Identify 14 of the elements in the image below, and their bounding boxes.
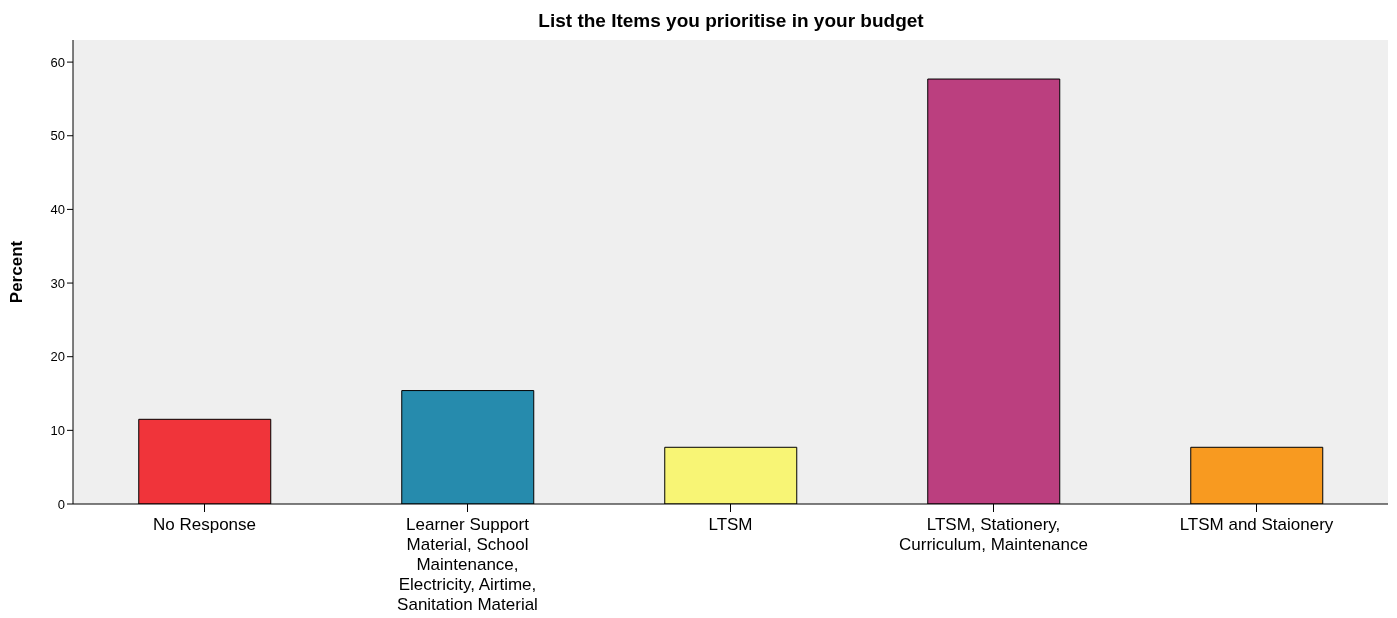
y-axis-title: Percent <box>7 240 27 304</box>
x-tick-label: LTSM, Stationery, Curriculum, Maintenance <box>899 515 1088 554</box>
y-tick-label: 0 <box>57 496 65 512</box>
chart-title: List the Items you prioritise in your budget <box>537 10 925 32</box>
y-tick-label: 10 <box>50 422 65 438</box>
y-tick-label: 20 <box>50 349 65 365</box>
x-tick-label: Learner Support Material, School Maintenance, Electricity, Airtime, Sanitation Material <box>397 515 538 614</box>
y-tick-label: 30 <box>50 275 65 291</box>
x-tick-label: No Response <box>152 515 257 534</box>
y-tick-label: 40 <box>50 202 65 218</box>
y-tick-label: 50 <box>50 128 65 144</box>
x-tick-label: LTSM <box>708 515 753 534</box>
x-tick-label: LTSM and Staionery <box>1179 515 1334 534</box>
y-tick-label: 60 <box>50 54 65 70</box>
